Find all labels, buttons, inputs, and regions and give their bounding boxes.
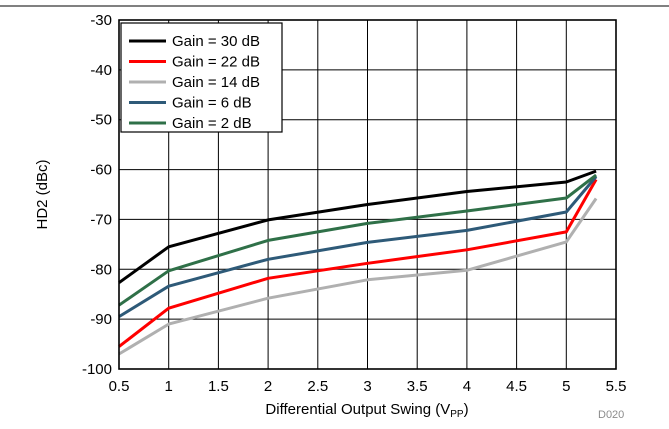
legend-label: Gain = 30 dB [172,33,260,50]
x-tick-label: 3.5 [407,378,428,395]
series-line-3 [118,197,598,356]
series-line-1 [118,169,597,284]
legend-label: Gain = 2 dB [172,115,252,132]
x-tick-label: 1.5 [208,378,229,395]
y-tick-label: -80 [90,261,112,278]
y-tick-label: -90 [90,311,112,328]
legend: Gain = 30 dB Gain = 22 dB Gain = 14 dB Gain… [120,22,283,133]
y-axis-label: HD2 (dBc) [34,159,51,229]
legend-entries: Gain = 30 dB Gain = 22 dB Gain = 14 dB Gain… [129,33,260,132]
x-axis-label-suffix: ) [464,401,469,418]
series-lines [118,169,598,356]
series-line-2 [118,178,598,348]
x-tick-label: 2 [264,378,272,395]
x-tick-label: 4.5 [506,378,527,395]
x-tick-label: 5.5 [606,378,627,395]
x-tick-label: 1 [165,378,173,395]
legend-label: Gain = 14 dB [172,74,260,91]
y-tick-label: -100 [82,361,112,378]
x-axis-label: Differential Output Swing (VPP) [265,401,468,420]
series-line-5 [118,173,598,307]
x-tick-label: 3 [363,378,371,395]
series-line-4 [118,175,598,318]
y-tick-label: -70 [90,211,112,228]
y-tick-label: -50 [90,112,112,129]
y-tick-label: -60 [90,162,112,179]
legend-label: Gain = 22 dB [172,54,260,71]
x-tick-labels: 0.5 1 1.5 2 2.5 3 3.5 4 4.5 5 5.5 [109,378,627,395]
y-tick-label: -40 [90,62,112,79]
y-tick-labels: -30 -40 -50 -60 -70 -80 -90 -100 [82,12,112,378]
x-tick-label: 0.5 [109,378,130,395]
x-axis-label-subscript: PP [450,409,464,420]
y-tick-label: -30 [90,12,112,29]
legend-label: Gain = 6 dB [172,95,252,112]
x-axis-label-main: Differential Output Swing (V [265,401,450,418]
x-tick-label: 4 [463,378,471,395]
x-tick-label: 5 [562,378,570,395]
x-tick-label: 2.5 [307,378,328,395]
plot-frame [118,19,617,370]
figure-id-label: D020 [598,409,624,421]
